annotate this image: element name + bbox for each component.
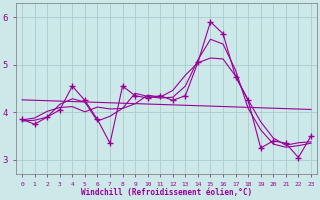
X-axis label: Windchill (Refroidissement éolien,°C): Windchill (Refroidissement éolien,°C) [81,188,252,197]
